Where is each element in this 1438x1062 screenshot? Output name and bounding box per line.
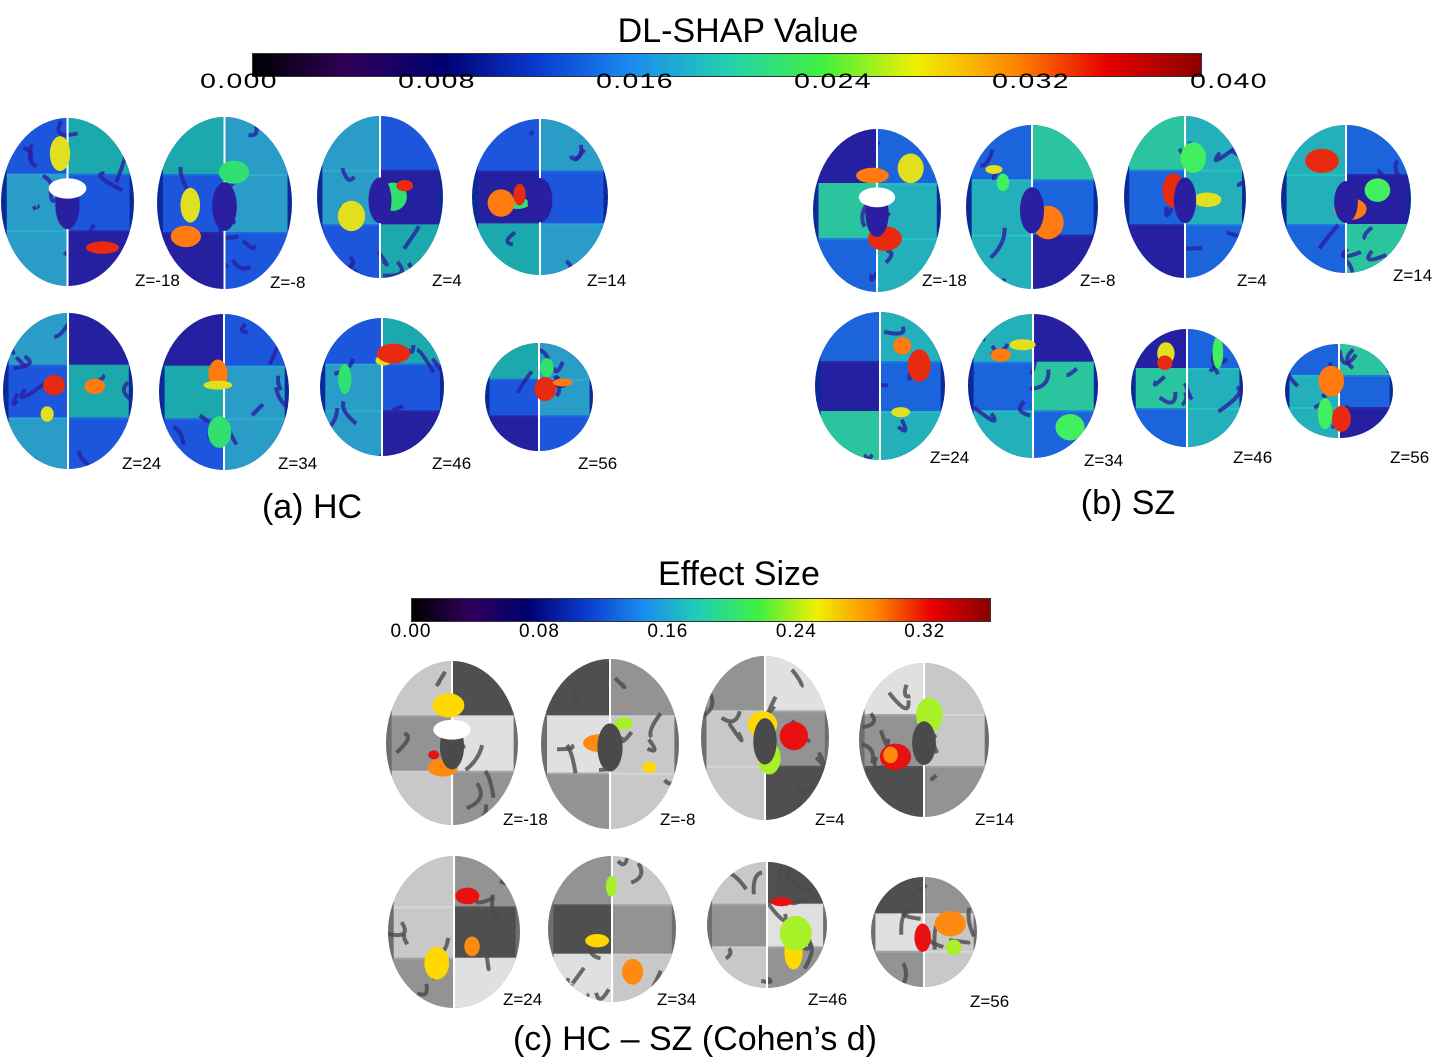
colorbar-tick-label: 0.32 bbox=[904, 621, 946, 642]
colorbar-tick-label: 0.032 bbox=[992, 70, 1070, 93]
effect-colorbar bbox=[411, 598, 991, 622]
slice-z-label: Z=-18 bbox=[503, 810, 548, 829]
slice-z-label: Z=46 bbox=[1233, 448, 1273, 467]
slice-z-label: Z=4 bbox=[815, 810, 845, 829]
brain-slice-image bbox=[548, 856, 676, 1002]
brain-slice-image bbox=[541, 659, 679, 829]
brain-slice-image bbox=[386, 661, 518, 825]
slice-z-label: Z=24 bbox=[930, 448, 970, 467]
panel-hc-label: (a) HC bbox=[261, 488, 363, 526]
brain-slice-image bbox=[1285, 344, 1393, 438]
slice-z-label: Z=34 bbox=[657, 990, 697, 1009]
colorbar-tick-label: 0.00 bbox=[390, 621, 432, 642]
slice-z-label: Z=24 bbox=[503, 990, 543, 1009]
brain-slice-image bbox=[317, 116, 443, 278]
slice-z-label: Z=-18 bbox=[135, 271, 180, 290]
slice-z-label: Z=56 bbox=[970, 992, 1010, 1011]
slice-z-label: Z=56 bbox=[1390, 448, 1430, 467]
brain-slice-image bbox=[1124, 116, 1246, 278]
slice-z-label: Z=-8 bbox=[660, 810, 696, 829]
brain-slice-image bbox=[0, 118, 134, 286]
brain-slice-image bbox=[966, 125, 1098, 289]
colorbar-tick-label: 0.008 bbox=[398, 70, 476, 93]
brain-slice-image bbox=[3, 313, 133, 469]
slice-z-label: Z=14 bbox=[975, 810, 1015, 829]
effect-colorbar-title: Effect Size bbox=[658, 555, 820, 593]
brain-slice-image bbox=[701, 656, 829, 820]
slice-z-label: Z=14 bbox=[587, 271, 627, 290]
colorbar-tick-label: 0.016 bbox=[596, 70, 674, 93]
brain-slice-image bbox=[813, 128, 941, 292]
brain-slice-image bbox=[156, 117, 292, 289]
slice-z-label: Z=34 bbox=[1084, 451, 1124, 470]
brain-slice-image bbox=[871, 877, 977, 987]
slice-z-label: Z=14 bbox=[1393, 266, 1433, 285]
brain-slice-image bbox=[707, 862, 827, 988]
brain-slice-image bbox=[1131, 329, 1243, 447]
slice-z-label: Z=46 bbox=[432, 454, 472, 473]
slice-z-label: Z=-8 bbox=[1080, 271, 1116, 290]
brain-slice-image bbox=[815, 312, 945, 460]
colorbar-tick-label: 0.024 bbox=[794, 70, 872, 93]
brain-slice-image bbox=[472, 119, 608, 275]
brain-slice-image bbox=[320, 318, 444, 456]
slice-z-label: Z=46 bbox=[808, 990, 848, 1009]
brain-slice-image bbox=[859, 663, 989, 817]
dlshap-colorbar bbox=[252, 53, 1202, 77]
dlshap-colorbar-title: DL-SHAP Value bbox=[617, 12, 859, 50]
colorbar-tick-label: 0.24 bbox=[775, 621, 817, 642]
panel-sz-label: (b) SZ bbox=[1080, 484, 1176, 522]
panel-diff-label: (c) HC – SZ (Cohen’s d) bbox=[512, 1020, 878, 1058]
slice-z-label: Z=4 bbox=[1237, 271, 1267, 290]
slice-z-label: Z=-8 bbox=[270, 273, 306, 292]
slice-z-label: Z=24 bbox=[122, 454, 162, 473]
brain-slice-image bbox=[1281, 125, 1411, 273]
brain-slice-image bbox=[159, 314, 289, 470]
slice-z-label: Z=-18 bbox=[922, 271, 967, 290]
slice-z-label: Z=56 bbox=[578, 454, 618, 473]
colorbar-tick-label: 0.000 bbox=[200, 70, 278, 93]
colorbar-tick-label: 0.16 bbox=[647, 621, 689, 642]
brain-slice-image bbox=[388, 856, 520, 1008]
slice-z-label: Z=34 bbox=[278, 454, 318, 473]
brain-slice-image bbox=[485, 343, 593, 451]
colorbar-tick-label: 0.040 bbox=[1190, 70, 1268, 93]
slice-z-label: Z=4 bbox=[432, 271, 462, 290]
brain-slice-image bbox=[968, 314, 1098, 458]
colorbar-tick-label: 0.08 bbox=[518, 621, 560, 642]
